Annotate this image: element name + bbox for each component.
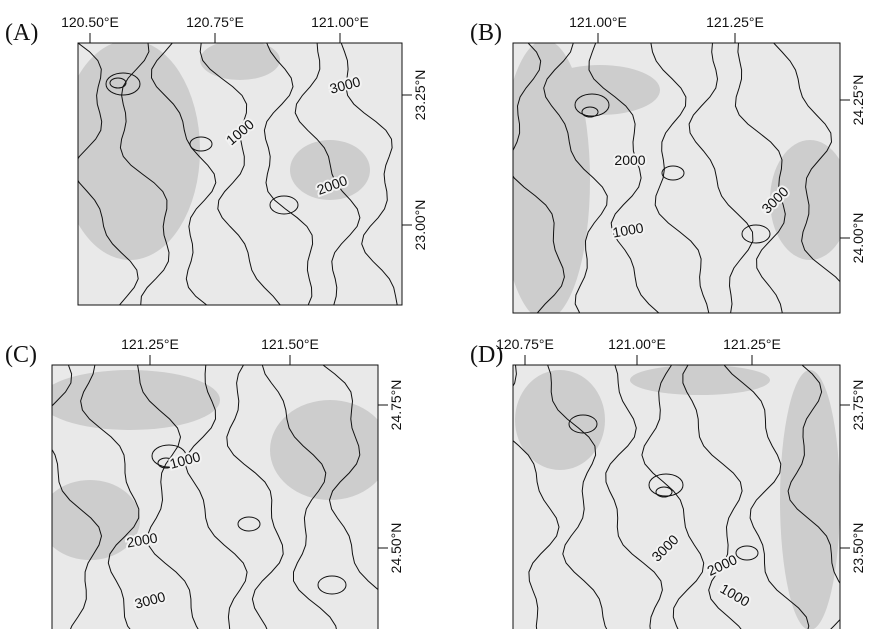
contour-loop <box>735 545 759 561</box>
panel-label: (A) <box>5 20 38 46</box>
low-terrain <box>515 370 605 470</box>
map-area <box>78 43 402 305</box>
lat-tick-label: 24.25°N <box>850 75 866 126</box>
contour-line <box>543 43 608 313</box>
contour-line <box>513 43 565 313</box>
low-terrain <box>780 370 840 629</box>
low-terrain <box>200 43 280 80</box>
low-terrain <box>52 480 140 560</box>
contour-line <box>547 365 608 629</box>
contour-line <box>226 365 284 629</box>
contour-line <box>322 365 378 591</box>
contour-line <box>137 365 199 629</box>
lon-tick-label: 121.50°E <box>261 336 319 352</box>
lat-tick-label: 23.25°N <box>412 70 428 121</box>
map-area <box>513 365 840 629</box>
map-frame <box>512 42 841 314</box>
map-frame <box>51 364 379 629</box>
panel-label: (D) <box>470 342 503 368</box>
contour-line <box>688 43 754 313</box>
contour-loop <box>269 195 299 215</box>
low-terrain <box>540 65 660 115</box>
map-frame <box>77 42 403 306</box>
contour-line <box>261 365 337 629</box>
contour-line <box>588 43 660 313</box>
contour-line <box>650 43 710 313</box>
contour-line <box>150 43 217 305</box>
contour-line <box>52 365 103 629</box>
contour-line <box>78 43 139 305</box>
contour-loop <box>109 77 127 89</box>
lon-tick-label: 121.25°E <box>121 336 179 352</box>
contour-loop <box>151 444 187 468</box>
lat-tick-label: 24.75°N <box>388 380 404 431</box>
lon-tick-label: 120.50°E <box>61 14 119 30</box>
low-terrain <box>630 365 770 395</box>
contour-loop <box>741 224 771 244</box>
map-panel: (C) 121.25°E 121.50°E24.75°N24.50°N1000200… <box>5 336 404 629</box>
lat-tick-label: 23.75°N <box>850 380 866 431</box>
contour-loop <box>237 516 261 532</box>
contour-loop <box>568 414 598 434</box>
contour-line <box>605 365 663 629</box>
low-terrain <box>78 43 200 260</box>
contour-line <box>513 365 560 629</box>
lat-tick-label: 24.50°N <box>388 523 404 574</box>
contour-loop <box>157 457 175 469</box>
contour-loop <box>574 93 610 117</box>
contour-line <box>80 365 140 629</box>
contour-loop <box>189 136 213 152</box>
map-area <box>513 43 840 313</box>
map-panel: (A) 120.50°E 120.75°E 121.00°E 23.25°N 23.00°… <box>5 14 428 306</box>
map-panel: (D)120.75°E 121.00°E 121.25°E 23.75°N 23.50°… <box>470 336 866 629</box>
contour-line <box>199 43 281 305</box>
low-terrain <box>290 140 370 200</box>
lon-tick-label: 120.75°E <box>186 14 244 30</box>
contour-loop <box>648 473 684 497</box>
contour-loop <box>655 486 673 498</box>
map-frame <box>512 364 841 629</box>
panel-label: (B) <box>470 20 502 46</box>
low-terrain <box>52 370 220 430</box>
contour-loop <box>661 165 685 181</box>
contour-line <box>787 365 840 629</box>
contour-line <box>723 365 810 629</box>
contour-line <box>682 365 743 629</box>
lat-tick-label: 24.00°N <box>850 213 866 264</box>
panel-label: (C) <box>5 342 37 368</box>
lat-tick-label: 23.50°N <box>850 523 866 574</box>
lon-tick-label: 121.00°E <box>569 14 627 30</box>
lon-tick-label: 121.25°E <box>723 336 781 352</box>
contour-line <box>294 43 361 305</box>
lon-tick-label: 121.00°E <box>608 336 666 352</box>
lat-tick-label: 23.00°N <box>412 200 428 251</box>
contour-line <box>263 43 314 305</box>
contour-line <box>773 43 840 283</box>
low-terrain <box>270 400 378 500</box>
contour-label: 2000 <box>614 152 645 168</box>
contour-loop <box>581 106 599 118</box>
contour-label: 3000 <box>328 73 362 97</box>
contour-loop <box>105 72 141 96</box>
contour-line <box>734 43 786 313</box>
lon-tick-label: 120.75°E <box>496 336 554 352</box>
low-terrain <box>770 140 840 260</box>
map-area <box>52 365 378 629</box>
contour-line <box>641 365 705 629</box>
contour-line <box>340 43 398 305</box>
lon-tick-label: 121.25°E <box>706 14 764 30</box>
lon-tick-label: 121.00°E <box>311 14 369 30</box>
map-panel: (B) 121.00°E 121.25°E24.25°N24.00°N2000300… <box>470 14 866 314</box>
contour-line <box>184 365 248 629</box>
contour-loop <box>317 575 347 595</box>
